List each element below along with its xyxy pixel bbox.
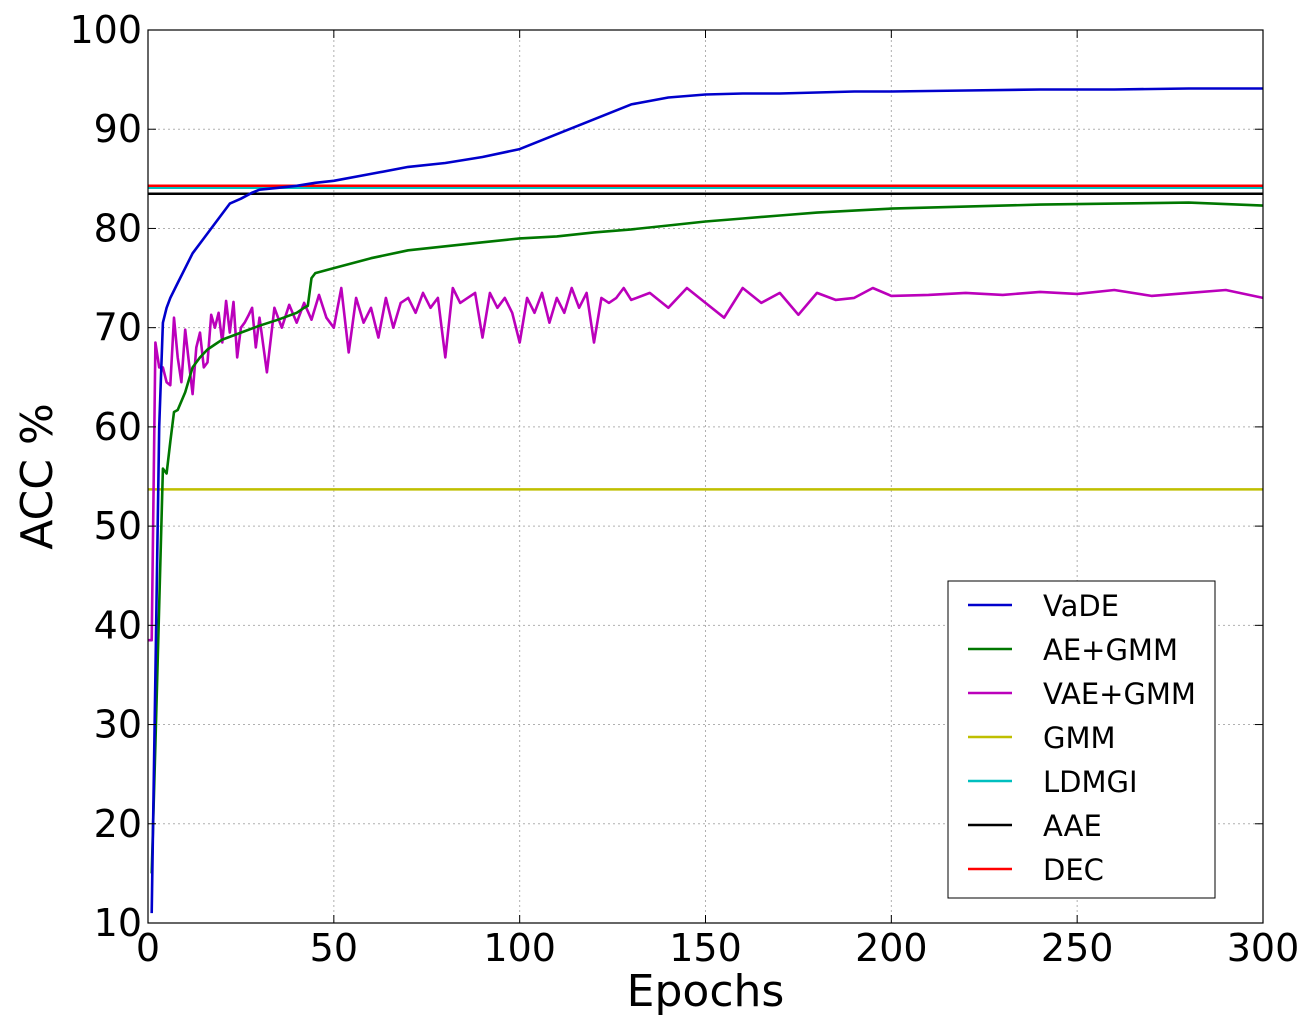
legend: VaDE AE+GMM VAE+GMM GMM LDMGI AAE DEC xyxy=(947,580,1216,899)
legend-label-gmm: GMM xyxy=(1043,721,1116,755)
x-tick-label: 300 xyxy=(1227,926,1300,970)
x-tick-label: 200 xyxy=(855,926,928,970)
x-tick-label: 250 xyxy=(1041,926,1114,970)
legend-label-vae-gmm: VAE+GMM xyxy=(1043,677,1196,711)
legend-frame xyxy=(947,580,1216,899)
legend-label-aae: AAE xyxy=(1043,809,1102,843)
y-tick-label: 20 xyxy=(94,802,142,846)
ticks: 0 50 100 150 200 250 300 10 20 30 40 50 60 70 80 90 100 xyxy=(69,8,1299,970)
y-tick-label: 30 xyxy=(94,703,142,747)
legend-label-dec: DEC xyxy=(1043,853,1104,887)
series-lines xyxy=(148,87,1264,914)
x-tick-label: 150 xyxy=(669,926,742,970)
series-line-vade xyxy=(150,87,1263,914)
y-axis-label: ACC % xyxy=(12,403,63,550)
y-tick-label: 50 xyxy=(94,504,142,548)
legend-label-vade: VaDE xyxy=(1043,589,1119,623)
y-tick-label: 40 xyxy=(94,603,142,647)
y-tick-label: 90 xyxy=(94,107,142,151)
x-tick-label: 100 xyxy=(483,926,556,970)
series-line-ae-gmm xyxy=(150,201,1264,874)
x-tick-label: 50 xyxy=(310,926,358,970)
y-tick-label: 10 xyxy=(94,901,142,945)
y-tick-label: 70 xyxy=(94,306,142,350)
y-tick-label: 80 xyxy=(94,206,142,250)
x-axis-label: Epochs xyxy=(627,966,785,1017)
x-tick-label: 0 xyxy=(136,926,160,970)
series-line-vae-gmm xyxy=(148,286,1264,642)
legend-label-ldmgi: LDMGI xyxy=(1043,765,1138,799)
y-tick-label: 100 xyxy=(69,8,142,52)
legend-label-ae-gmm: AE+GMM xyxy=(1043,633,1178,667)
y-tick-label: 60 xyxy=(94,405,142,449)
